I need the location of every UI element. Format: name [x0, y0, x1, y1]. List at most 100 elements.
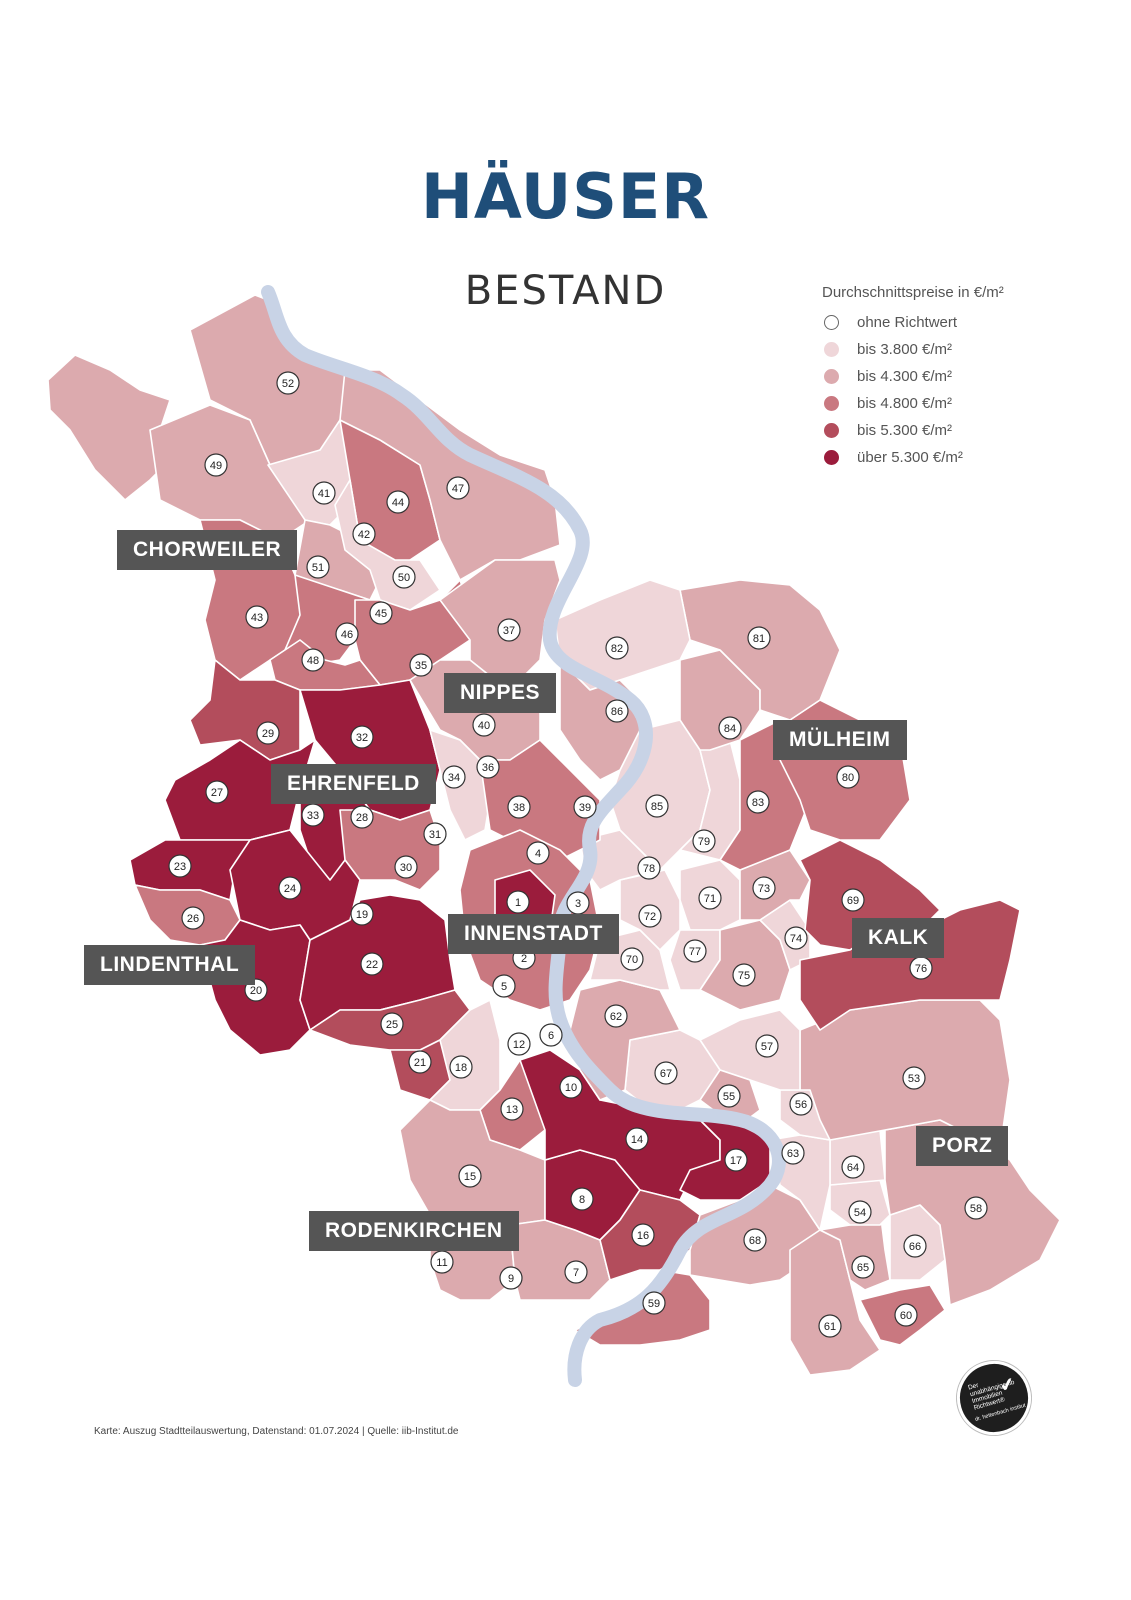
- area-marker-circle: [841, 888, 865, 912]
- area-marker-number: 50: [398, 572, 410, 584]
- legend-label: über 5.300 €/m²: [857, 449, 963, 466]
- area-marker-number: 10: [565, 1082, 577, 1094]
- area-marker-circle: [492, 974, 516, 998]
- area-marker-circle: [350, 805, 374, 829]
- area-marker-circle: [605, 636, 629, 660]
- area-marker-6: 6: [539, 1023, 563, 1047]
- area-marker-circle: [256, 721, 280, 745]
- area-marker-85: 85: [645, 794, 669, 818]
- area-marker-80: 80: [836, 765, 860, 789]
- area-marker-number: 59: [648, 1298, 660, 1310]
- legend-label: ohne Richtwert: [857, 314, 958, 331]
- area-marker-41: 41: [312, 481, 336, 505]
- area-marker-circle: [472, 713, 496, 737]
- area-marker-65: 65: [851, 1255, 875, 1279]
- area-marker-60: 60: [894, 1303, 918, 1327]
- area-marker-circle: [386, 490, 410, 514]
- area-marker-number: 48: [307, 655, 319, 667]
- area-marker-3: 3: [566, 891, 590, 915]
- legend-item-over-5300: über 5.300 €/m²: [822, 444, 1004, 471]
- area-marker-38: 38: [507, 795, 531, 819]
- area-marker-circle: [718, 716, 742, 740]
- area-marker-13: 13: [500, 1097, 524, 1121]
- legend-swatch: [824, 369, 839, 384]
- map-areas: [47, 294, 1061, 1376]
- area-marker-number: 3: [575, 898, 581, 910]
- area-marker-circle: [442, 765, 466, 789]
- page-subtitle: BESTAND: [464, 268, 667, 314]
- area-marker-circle: [335, 622, 359, 646]
- area-marker-number: 81: [753, 633, 765, 645]
- area-marker-number: 13: [506, 1104, 518, 1116]
- area-marker-number: 32: [356, 732, 368, 744]
- area-marker-circle: [620, 947, 644, 971]
- area-marker-number: 55: [723, 1091, 735, 1103]
- area-marker-number: 64: [847, 1162, 859, 1174]
- area-marker-circle: [570, 1187, 594, 1211]
- area-marker-circle: [449, 1055, 473, 1079]
- area-marker-4: 4: [526, 841, 550, 865]
- area-marker-number: 61: [824, 1321, 836, 1333]
- area-marker-number: 49: [210, 460, 222, 472]
- area-marker-24: 24: [278, 876, 302, 900]
- area-marker-number: 40: [478, 720, 490, 732]
- area-marker-circle: [894, 1303, 918, 1327]
- area-marker-circle: [350, 902, 374, 926]
- district-label-rodenkirchen: RODENKIRCHEN: [309, 1211, 519, 1251]
- area-marker-19: 19: [350, 902, 374, 926]
- area-marker-circle: [789, 1092, 813, 1116]
- area-marker-12: 12: [507, 1032, 531, 1056]
- area-marker-33: 33: [301, 803, 325, 827]
- area-marker-circle: [430, 1250, 454, 1274]
- area-marker-circle: [642, 1291, 666, 1315]
- legend-item-4800: bis 4.800 €/m²: [822, 390, 1004, 417]
- area-marker-number: 45: [375, 608, 387, 620]
- area-marker-81: 81: [747, 626, 771, 650]
- area-marker-number: 57: [761, 1041, 773, 1053]
- area-marker-number: 2: [521, 953, 527, 965]
- legend-label: bis 4.300 €/m²: [857, 368, 953, 385]
- area-marker-circle: [573, 795, 597, 819]
- area-marker-number: 47: [452, 483, 464, 495]
- area-marker-number: 65: [857, 1262, 869, 1274]
- area-marker-59: 59: [642, 1291, 666, 1315]
- area-marker-84: 84: [718, 716, 742, 740]
- area-marker-number: 86: [611, 706, 623, 718]
- area-marker-number: 21: [414, 1057, 426, 1069]
- area-marker-30: 30: [394, 855, 418, 879]
- map-area: [439, 559, 561, 681]
- area-marker-42: 42: [352, 522, 376, 546]
- area-marker-circle: [851, 1255, 875, 1279]
- area-marker-1: 1: [506, 890, 530, 914]
- area-marker-40: 40: [472, 713, 496, 737]
- area-marker-number: 4: [535, 848, 541, 860]
- area-marker-number: 42: [358, 529, 370, 541]
- area-marker-number: 84: [724, 723, 736, 735]
- area-marker-43: 43: [245, 605, 269, 629]
- area-marker-number: 62: [610, 1011, 622, 1023]
- area-marker-circle: [500, 1097, 524, 1121]
- area-marker-number: 56: [795, 1099, 807, 1111]
- area-marker-circle: [458, 1164, 482, 1188]
- area-marker-circle: [654, 1061, 678, 1085]
- legend-label: bis 3.800 €/m²: [857, 341, 953, 358]
- area-marker-14: 14: [625, 1127, 649, 1151]
- district-label-nippes: NIPPES: [444, 673, 557, 713]
- legend-title: Durchschnittspreise in €/m²: [822, 284, 1004, 301]
- area-marker-5: 5: [492, 974, 516, 998]
- area-marker-number: 52: [282, 378, 294, 390]
- legend-item-no-value: ohne Richtwert: [822, 309, 1004, 336]
- area-marker-number: 9: [508, 1273, 514, 1285]
- rhine-river: [261, 285, 786, 1387]
- area-marker-circle: [717, 1084, 741, 1108]
- area-marker-32: 32: [350, 725, 374, 749]
- legend-label: bis 5.300 €/m²: [857, 422, 953, 439]
- area-marker-circle: [747, 626, 771, 650]
- area-marker-circle: [301, 803, 325, 827]
- area-marker-circle: [698, 886, 722, 910]
- area-marker-79: 79: [692, 829, 716, 853]
- area-marker-circle: [645, 794, 669, 818]
- area-marker-16: 16: [631, 1223, 655, 1247]
- area-marker-56: 56: [789, 1092, 813, 1116]
- area-marker-52: 52: [276, 371, 300, 395]
